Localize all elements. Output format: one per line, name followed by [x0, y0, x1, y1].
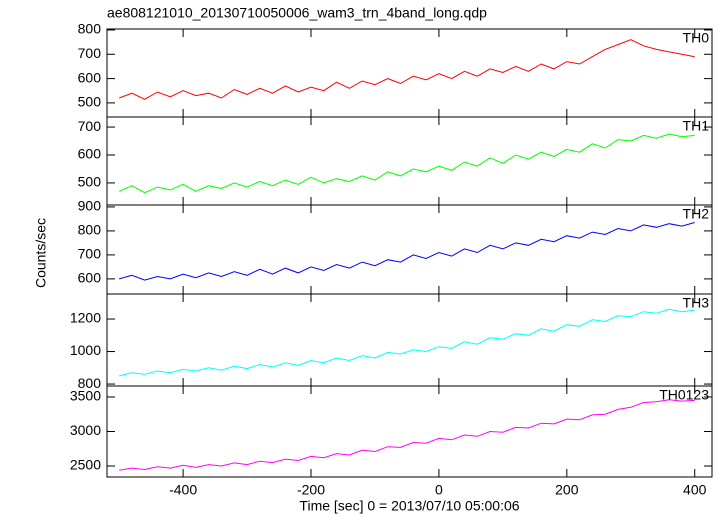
y-tick-label: 800 [78, 375, 102, 391]
panel-frame [106, 204, 713, 295]
y-tick-label: 500 [78, 174, 102, 190]
chart-title: ae808121010_20130710050006_wam3_trn_4ban… [107, 5, 487, 21]
series-label: TH0 [683, 30, 710, 46]
series-label: TH1 [683, 118, 710, 134]
y-tick-label: 600 [78, 146, 102, 162]
x-tick-label: 0 [435, 482, 443, 498]
y-tick-label: 700 [78, 246, 102, 262]
y-tick-label: 900 [78, 198, 102, 214]
y-tick-label: 600 [78, 69, 102, 85]
x-tick-label: -400 [169, 482, 197, 498]
data-line [119, 222, 695, 281]
y-tick-label: 1000 [70, 342, 101, 358]
y-tick-label: 600 [78, 270, 102, 286]
y-tick-label: 800 [78, 222, 102, 238]
y-tick-label: 700 [78, 45, 102, 61]
x-tick-label: 400 [683, 482, 707, 498]
panel-frame [106, 28, 713, 118]
x-tick-label: -200 [297, 482, 325, 498]
x-axis-label: Time [sec] 0 = 2013/07/10 05:00:06 [299, 498, 519, 514]
y-tick-label: 700 [78, 118, 102, 134]
data-line [119, 39, 695, 100]
x-tick-label: 200 [555, 482, 579, 498]
y-tick-label: 500 [78, 94, 102, 110]
series-label: TH0123 [659, 387, 709, 403]
series-label: TH2 [683, 206, 710, 222]
y-tick-label: 2500 [70, 457, 101, 473]
panel-frame [106, 293, 713, 387]
y-tick-label: 800 [78, 21, 102, 37]
panel-frame [106, 116, 713, 206]
y-tick-label: 1200 [70, 310, 101, 326]
data-line [119, 399, 695, 471]
data-line [118, 133, 695, 194]
y-axis-label: Counts/sec [33, 218, 49, 288]
panel-frame [106, 385, 713, 478]
y-tick-label: 3000 [70, 422, 101, 438]
series-label: TH3 [683, 295, 710, 311]
data-line [119, 308, 695, 377]
y-tick-label: 3500 [70, 388, 101, 404]
